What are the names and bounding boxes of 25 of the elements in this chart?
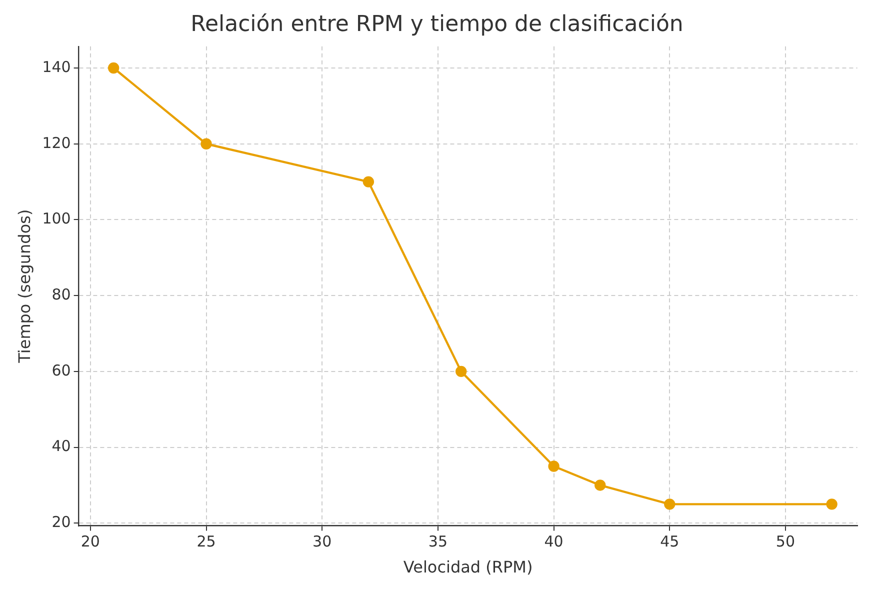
- y-tick-label: 140: [42, 58, 71, 76]
- y-axis-title: Tiempo (segundos): [14, 209, 34, 364]
- y-tick-label: 40: [52, 437, 71, 456]
- x-tick-label: 35: [428, 532, 448, 551]
- point: [594, 480, 606, 491]
- y-tick-label: 20: [52, 513, 71, 532]
- chart-title: Relación entre RPM y tiempo de clasificación: [190, 12, 684, 37]
- y-tick-label: 100: [42, 210, 71, 228]
- point: [362, 176, 374, 188]
- x-axis-title: Velocidad (RPM): [403, 558, 533, 577]
- y-tick-label: 60: [52, 361, 71, 380]
- y-tick-label: 120: [42, 134, 71, 152]
- x-tick-label: 25: [196, 532, 216, 551]
- x-tick-label: 40: [544, 532, 564, 551]
- point: [108, 62, 120, 74]
- point: [548, 460, 560, 472]
- point: [200, 138, 212, 150]
- point: [456, 366, 467, 378]
- x-tick-label: 45: [660, 532, 680, 551]
- point: [664, 498, 676, 510]
- x-tick-label: 30: [312, 532, 332, 551]
- y-tick-label: 80: [52, 285, 71, 304]
- x-tick-label: 50: [776, 532, 796, 551]
- x-tick-label: 20: [80, 532, 100, 551]
- point: [826, 498, 838, 510]
